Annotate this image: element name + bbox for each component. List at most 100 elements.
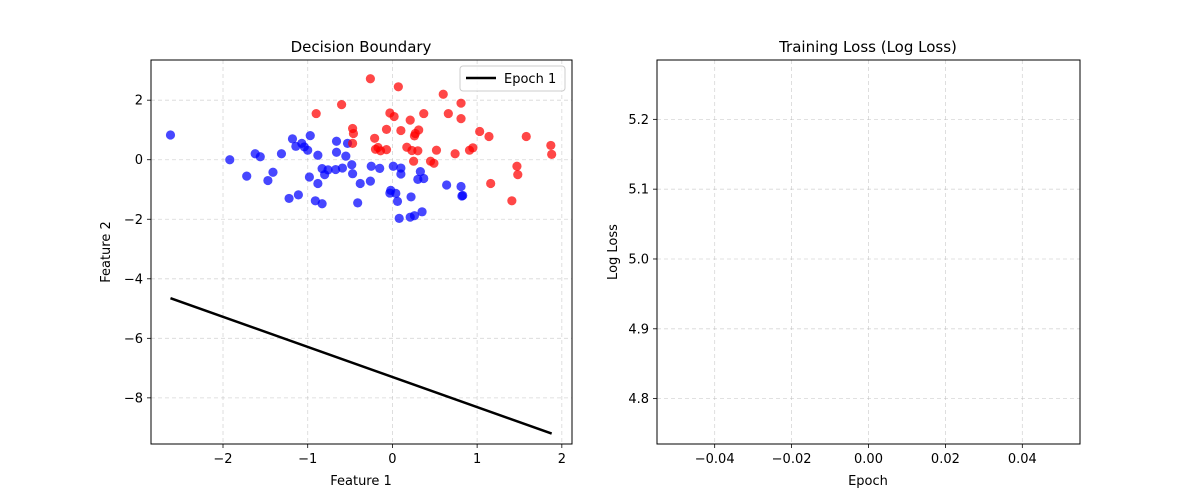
y-axis: −8 −6 −4 −2 0 2 — [124, 94, 151, 406]
scatter-point — [313, 150, 323, 160]
scatter-point — [405, 115, 415, 125]
x-tick-label: 1 — [473, 452, 481, 467]
scatter-point — [484, 131, 494, 142]
chart-title: Decision Boundary — [291, 38, 432, 56]
grid — [151, 60, 572, 444]
scatter-point — [468, 143, 478, 153]
scatter-point — [450, 149, 460, 159]
scatter-point — [443, 108, 453, 119]
scatter-point — [417, 207, 427, 217]
scatter-point — [355, 178, 365, 189]
scatter-point — [546, 140, 556, 151]
scatter-point — [284, 193, 294, 204]
scatter-point — [414, 125, 424, 135]
scatter-point — [375, 163, 385, 173]
scatter-point — [242, 171, 252, 181]
scatter-point — [486, 178, 496, 189]
scatter-point — [255, 152, 265, 162]
y-axis-title: Feature 2 — [99, 221, 114, 283]
scatter-point — [392, 196, 403, 206]
scatter-point — [456, 181, 466, 192]
scatter-point — [353, 198, 363, 208]
scatter-point — [365, 176, 375, 186]
scatter-point — [409, 211, 420, 221]
grid — [657, 60, 1080, 444]
scatter-point — [521, 131, 531, 142]
y-tick-label: −2 — [124, 213, 143, 228]
decision-boundary-line — [170, 296, 553, 435]
decision-boundary-chart: Decision Boundary −2 −1 0 1 2 −8 −6 −4 −2 0 2 Fea… — [99, 38, 573, 489]
y-tick-label: 0 — [135, 153, 143, 168]
scatter-point — [303, 145, 313, 155]
scatter-point — [311, 108, 321, 119]
scatter-point — [456, 98, 466, 108]
y-axis: 4.8 4.9 5.0 5.1 5.2 — [628, 113, 657, 407]
y-tick-label: 5.1 — [628, 183, 649, 198]
scatter-point — [419, 173, 429, 184]
x-tick-label: −1 — [298, 452, 317, 467]
scatter-point — [456, 114, 466, 124]
scatter-point — [341, 151, 351, 161]
scatter-point — [438, 89, 448, 99]
x-axis: −0.04 −0.02 0.00 0.02 0.04 — [695, 444, 1037, 467]
scatter-point — [388, 161, 398, 171]
scatter-point — [336, 100, 347, 110]
scatter-point — [394, 213, 404, 223]
scatter-point — [547, 149, 557, 159]
scatter-point — [406, 192, 416, 202]
scatter-point — [331, 136, 342, 146]
scatter-point — [165, 130, 176, 140]
scatter-point — [337, 163, 348, 173]
x-tick-label: 2 — [558, 452, 566, 467]
scatter-point — [268, 167, 278, 177]
x-axis-title: Epoch — [848, 474, 888, 489]
scatter-point — [313, 178, 323, 189]
scatter-point — [415, 167, 425, 177]
x-tick-label: −2 — [213, 452, 232, 467]
scatter-point — [431, 145, 442, 155]
scatter-point — [348, 169, 358, 179]
x-tick-label: 0 — [388, 452, 396, 467]
scatter-point — [370, 133, 380, 143]
y-tick-label: 5.0 — [628, 252, 649, 267]
scatter-point — [317, 199, 327, 209]
chart-title: Training Loss (Log Loss) — [778, 38, 957, 56]
scatter-point — [429, 158, 439, 168]
scatter-point — [276, 149, 287, 159]
scatter-point — [347, 160, 357, 170]
y-tick-label: −4 — [124, 272, 143, 287]
scatter-point — [389, 111, 399, 122]
scatter-point — [393, 82, 403, 92]
scatter-point — [263, 175, 273, 186]
scatter-point — [396, 125, 406, 136]
scatter-point — [475, 126, 485, 137]
scatter-point — [348, 128, 359, 139]
x-tick-label: 0.00 — [854, 452, 883, 467]
y-axis-title: Log Loss — [606, 224, 621, 280]
scatter-point — [304, 172, 315, 182]
scatter-point — [413, 146, 423, 156]
y-tick-label: 4.9 — [628, 322, 649, 337]
scatter-point — [419, 108, 429, 119]
y-tick-label: −6 — [124, 332, 143, 347]
scatter-point — [225, 155, 235, 165]
scatter-point — [287, 134, 298, 144]
training-loss-chart: Training Loss (Log Loss) −0.04 −0.02 0.00 0… — [606, 38, 1081, 489]
scatter-point — [507, 196, 517, 206]
x-axis-title: Feature 1 — [330, 474, 392, 489]
scatter-point — [442, 180, 452, 190]
scatter-point — [348, 138, 358, 148]
x-tick-label: −0.02 — [772, 452, 812, 467]
y-tick-label: −8 — [124, 391, 143, 406]
axes-frame — [150, 59, 573, 445]
y-tick-label: 4.8 — [628, 392, 649, 407]
x-axis: −2 −1 0 1 2 — [213, 444, 566, 467]
scatter-point — [381, 124, 392, 134]
x-tick-label: 0.04 — [1008, 452, 1037, 467]
scatter-point — [305, 131, 315, 141]
scatter-point — [366, 161, 376, 171]
scatter-point — [381, 145, 392, 155]
scatter-point — [512, 161, 522, 171]
scatter-point — [323, 165, 333, 175]
